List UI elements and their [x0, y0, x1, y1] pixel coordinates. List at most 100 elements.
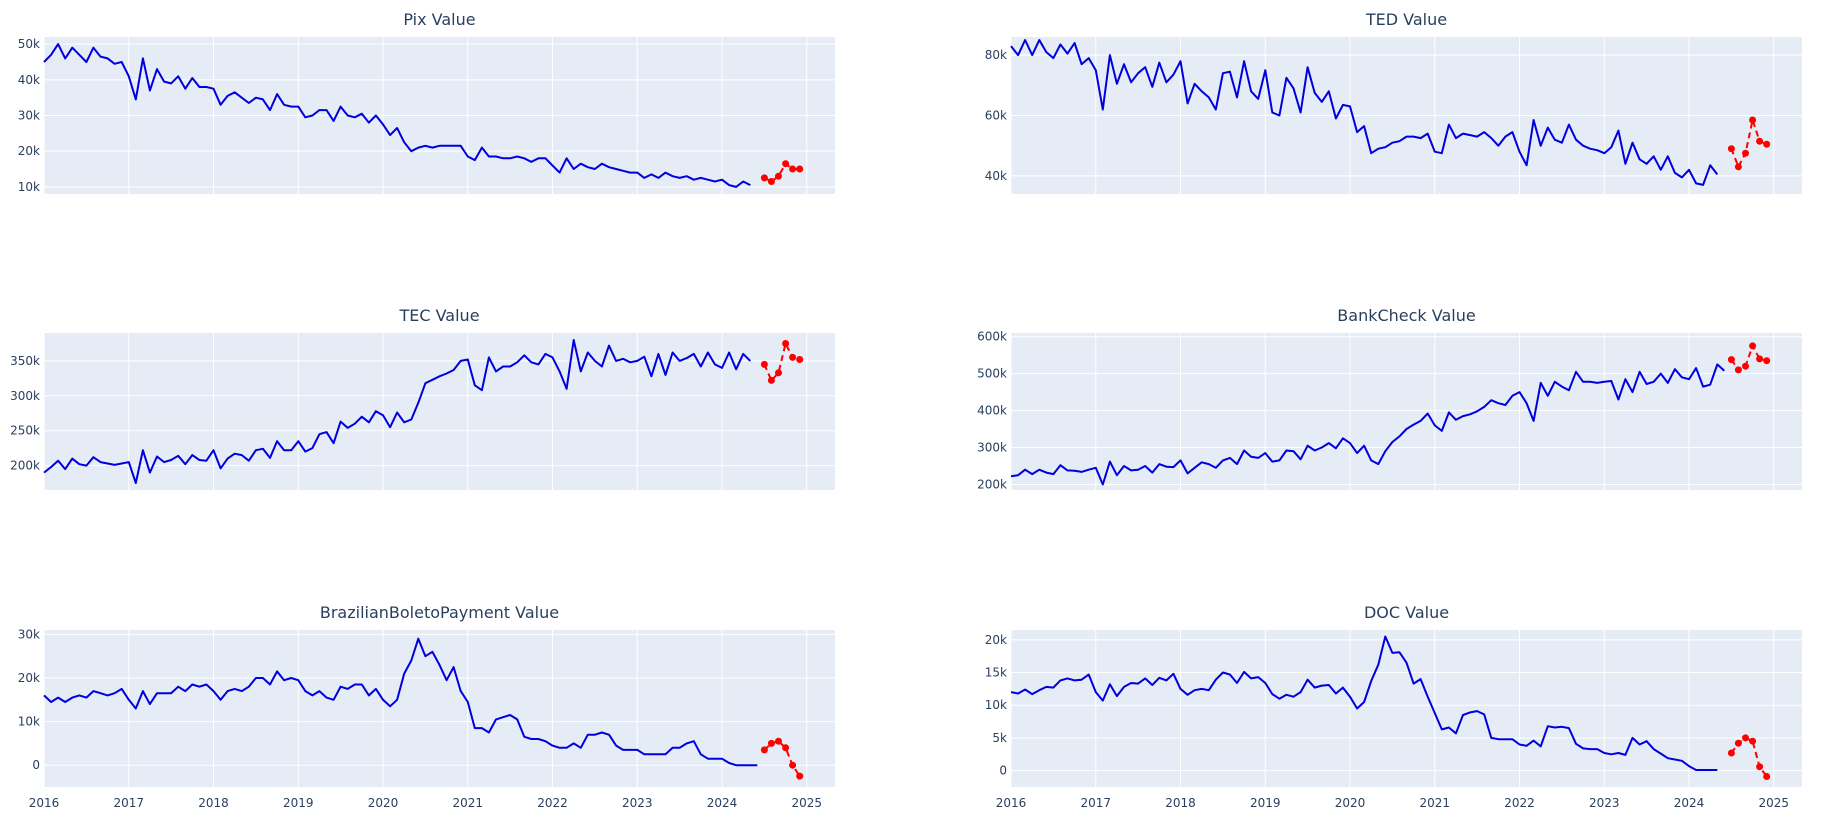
y-tick-label: 10k — [18, 180, 40, 194]
x-tick-label: 2018 — [1165, 796, 1196, 810]
x-tick-label: 2021 — [452, 796, 483, 810]
x-tick-label: 2020 — [1335, 796, 1366, 810]
y-tick-label: 500k — [977, 367, 1007, 381]
y-tick-label: 30k — [18, 627, 40, 641]
plot-area — [44, 630, 835, 787]
chart-title: BrazilianBoletoPayment Value — [320, 603, 559, 622]
forecast-point — [782, 340, 790, 347]
forecast-point — [1749, 737, 1757, 745]
panel-pix-value: Pix Value 10k 20k 30k 40k 50k — [18, 10, 835, 194]
x-tick-label: 2016 — [996, 796, 1027, 810]
y-tick-label: 10k — [18, 715, 40, 729]
y-tick-label: 400k — [977, 404, 1007, 418]
plot-area — [44, 333, 835, 490]
forecast-point — [1727, 356, 1735, 364]
history-series-line — [43, 43, 751, 188]
plot-area — [1011, 630, 1802, 787]
forecast-point — [1734, 163, 1742, 171]
forecast-point — [1727, 749, 1735, 757]
history-series-line — [1010, 635, 1718, 771]
y-tick-label: 15k — [985, 666, 1007, 680]
forecast-point — [1749, 116, 1757, 124]
y-tick-label: 0 — [999, 764, 1007, 778]
forecast-point — [1763, 357, 1771, 365]
chart-title: Pix Value — [403, 10, 475, 29]
forecast-point — [775, 369, 782, 377]
chart-title: DOC Value — [1364, 603, 1449, 622]
y-tick-label: 300k — [10, 389, 40, 403]
history-series-line — [43, 339, 752, 484]
forecast-point — [1763, 140, 1771, 148]
forecast-series-line — [763, 740, 801, 777]
y-tick-label: 200k — [977, 477, 1007, 491]
forecast-point — [1742, 149, 1749, 157]
history-series-line — [1010, 363, 1725, 486]
y-tick-label: 300k — [977, 441, 1007, 455]
y-tick-label: 30k — [18, 109, 40, 123]
x-tick-label: 2019 — [283, 796, 314, 810]
forecast-point — [767, 739, 775, 747]
forecast-point — [1749, 342, 1757, 350]
forecast-point — [760, 360, 768, 368]
y-tick-label: 20k — [985, 633, 1007, 647]
x-tick-label: 2022 — [1504, 796, 1535, 810]
x-tick-label: 2023 — [1589, 796, 1620, 810]
forecast-point — [796, 356, 804, 363]
x-tick-label: 2021 — [1419, 796, 1450, 810]
y-tick-label: 60k — [985, 109, 1007, 123]
forecast-point — [1734, 366, 1742, 374]
forecast-point — [1756, 137, 1764, 145]
y-tick-label: 600k — [977, 330, 1007, 344]
y-tick-label: 5k — [992, 731, 1007, 745]
forecast-point — [1756, 355, 1764, 363]
x-tick-label: 2023 — [622, 796, 653, 810]
plot-area — [1011, 333, 1802, 490]
panel-bankcheck-value: BankCheck Value 200k 300k 400k 500k 600k — [977, 306, 1802, 491]
panel-ted-value: TED Value 40k 60k 80k — [985, 10, 1802, 194]
x-tick-label: 2019 — [1250, 796, 1281, 810]
forecast-point — [1727, 145, 1735, 153]
y-tick-label: 200k — [10, 459, 40, 473]
forecast-point — [796, 165, 804, 173]
y-tick-label: 40k — [18, 73, 40, 87]
y-tick-label: 50k — [18, 37, 40, 51]
forecast-point — [796, 772, 804, 780]
y-tick-label: 350k — [10, 354, 40, 368]
x-tick-label: 2020 — [368, 796, 399, 810]
x-tick-label: 2017 — [1080, 796, 1111, 810]
y-tick-label: 250k — [10, 424, 40, 438]
forecast-point — [1742, 362, 1749, 370]
y-tick-label: 40k — [985, 169, 1007, 183]
forecast-point — [775, 172, 782, 180]
forecast-point — [1742, 734, 1749, 742]
x-tick-label: 2022 — [537, 796, 568, 810]
forecast-point — [760, 174, 768, 182]
chart-title: TED Value — [1365, 10, 1447, 29]
forecast-point — [782, 160, 790, 168]
forecast-point — [775, 737, 782, 745]
forecast-point — [760, 746, 768, 754]
history-series-line — [43, 637, 758, 767]
x-tick-label: 2017 — [113, 796, 144, 810]
y-tick-label: 20k — [18, 144, 40, 158]
y-tick-label: 0 — [32, 758, 40, 772]
panel-tec-value: TEC Value 200k 250k 300k 350k — [10, 306, 835, 490]
panel-boleto-value: BrazilianBoletoPayment Value 2016 2017 201… — [18, 603, 835, 810]
y-tick-label: 10k — [985, 698, 1007, 712]
forecast-point — [789, 353, 797, 361]
forecast-point — [782, 744, 790, 752]
forecast-point — [789, 761, 797, 769]
x-tick-label: 2018 — [198, 796, 229, 810]
chart-title: TEC Value — [398, 306, 479, 325]
forecast-point — [789, 165, 797, 173]
x-tick-label: 2016 — [29, 796, 60, 810]
x-tick-label: 2025 — [791, 796, 822, 810]
panel-doc-value: DOC Value 2016 2017 2018 2019 2020 2021 2022 20… — [985, 603, 1802, 810]
y-tick-label: 20k — [18, 671, 40, 685]
x-tick-label: 2024 — [1674, 796, 1705, 810]
forecast-point — [1756, 763, 1764, 771]
y-tick-label: 80k — [985, 48, 1007, 62]
forecast-point — [767, 178, 775, 185]
forecast-point — [767, 376, 775, 384]
